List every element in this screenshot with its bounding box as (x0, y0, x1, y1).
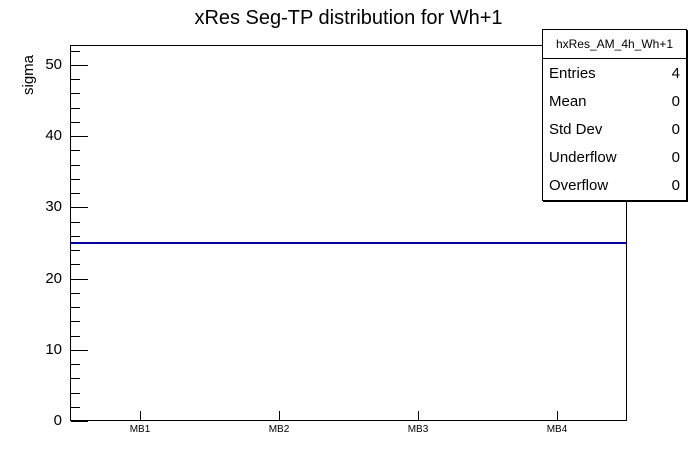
y-minor-tick (71, 179, 80, 180)
y-minor-tick (71, 79, 80, 80)
y-minor-tick (71, 165, 80, 166)
y-tick-label: 30 (45, 198, 62, 215)
y-tick-label: 20 (45, 270, 62, 287)
stats-row-entries: Entries 4 (543, 59, 686, 87)
y-minor-tick (71, 336, 80, 337)
y-major-tick (71, 207, 88, 208)
stats-box: hxRes_AM_4h_Wh+1 Entries 4 Mean 0 Std De… (542, 29, 687, 201)
x-tick (418, 411, 419, 421)
x-tick-label: MB1 (129, 424, 151, 435)
stat-value: 4 (671, 64, 680, 82)
histogram-line (348, 241, 488, 244)
y-minor-tick (71, 250, 80, 251)
y-minor-tick (71, 93, 80, 94)
y-minor-tick (71, 293, 80, 294)
y-major-tick (71, 65, 88, 66)
x-tick (557, 411, 558, 421)
x-tick (279, 411, 280, 421)
stat-label: Overflow (549, 177, 609, 195)
y-major-tick (71, 136, 88, 137)
y-minor-tick (71, 378, 80, 379)
y-minor-tick (71, 307, 80, 308)
y-minor-tick (71, 51, 80, 52)
chart-title: xRes Seg-TP distribution for Wh+1 (194, 7, 503, 29)
y-tick-label: 0 (53, 412, 62, 429)
stat-value: 0 (671, 92, 680, 110)
stats-row-overflow: Overflow 0 (543, 172, 686, 200)
histogram-line (487, 241, 627, 244)
y-tick-label: 40 (45, 127, 62, 144)
stat-value: 0 (671, 177, 680, 195)
stat-label: Mean (549, 92, 587, 110)
histogram-line (209, 241, 349, 244)
x-tick-label: MB3 (407, 424, 429, 435)
y-tick-label: 10 (45, 341, 62, 358)
histogram-line (70, 241, 210, 244)
y-minor-tick (71, 264, 80, 265)
stat-value: 0 (671, 121, 680, 138)
y-tick-label: 50 (45, 56, 62, 73)
y-minor-tick (71, 236, 80, 237)
stats-row-mean: Mean 0 (543, 87, 686, 115)
stats-row-underflow: Underflow 0 (543, 144, 686, 172)
y-minor-tick (71, 393, 80, 394)
stat-value: 0 (671, 149, 680, 167)
x-tick-label: MB4 (546, 424, 568, 435)
stats-rows: Entries 4 Mean 0 Std Dev 0 Underflow 0 O… (543, 59, 686, 200)
y-minor-tick (71, 321, 80, 322)
y-minor-tick (71, 150, 80, 151)
y-major-tick (71, 421, 88, 422)
y-minor-tick (71, 122, 80, 123)
stat-label: Entries (549, 64, 596, 82)
y-minor-tick (71, 407, 80, 408)
stat-label: Underflow (549, 149, 617, 167)
stats-box-title: hxRes_AM_4h_Wh+1 (543, 30, 686, 59)
stats-row-stddev: Std Dev 0 (543, 115, 686, 143)
y-minor-tick (71, 222, 80, 223)
y-minor-tick (71, 193, 80, 194)
x-tick (140, 411, 141, 421)
plot-frame (70, 45, 627, 421)
y-minor-tick (71, 364, 80, 365)
y-major-tick (71, 350, 88, 351)
y-major-tick (71, 279, 88, 280)
x-tick-label: MB2 (268, 424, 290, 435)
stat-label: Std Dev (549, 121, 603, 138)
y-minor-tick (71, 108, 80, 109)
